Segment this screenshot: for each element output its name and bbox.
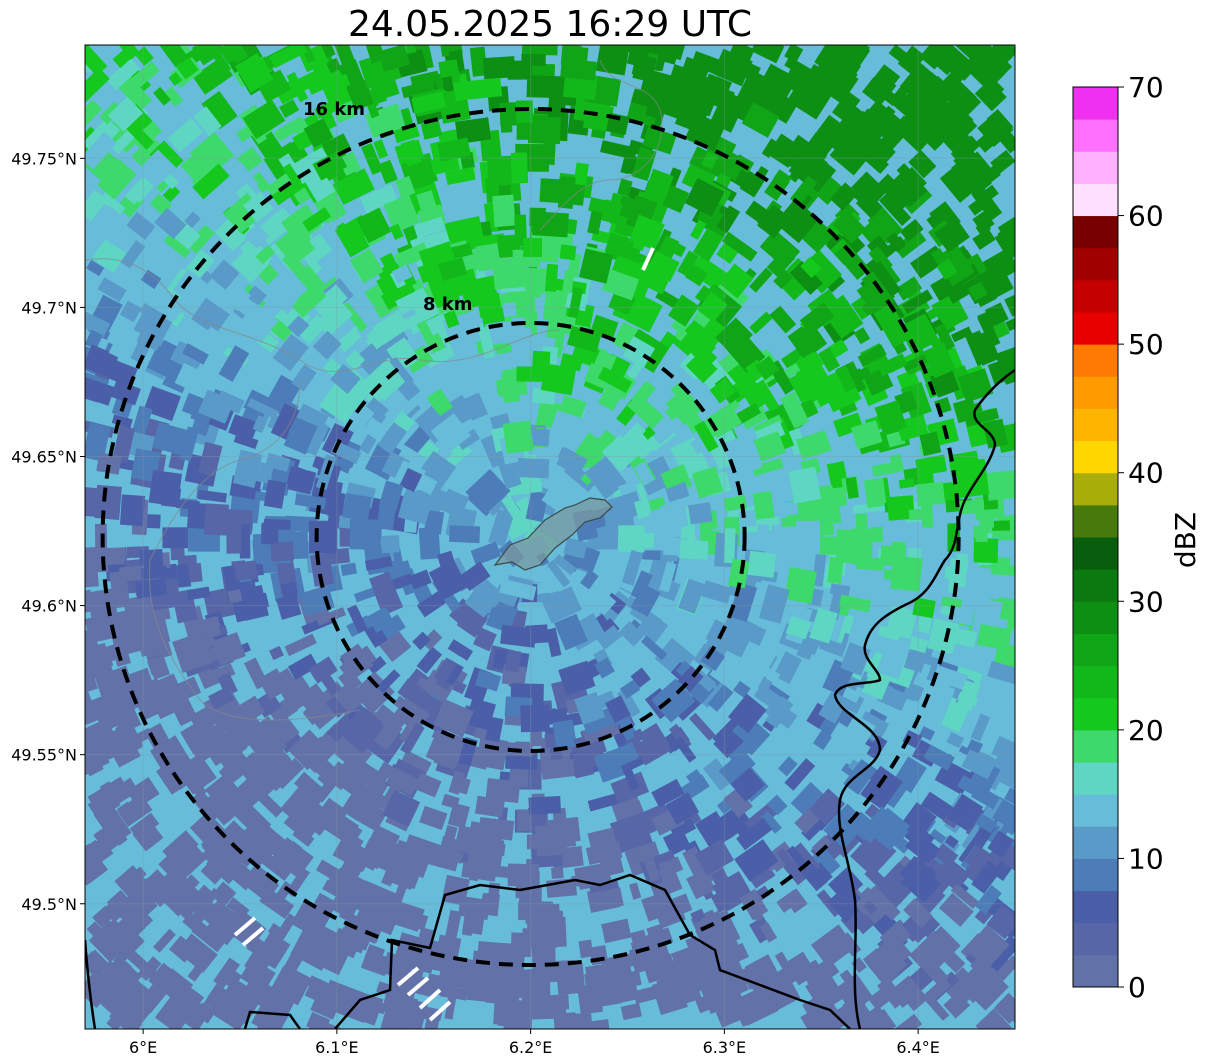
graticule: [85, 45, 1015, 1029]
colorbar-ticks: 0 10 20 30 40 50 60 70: [1118, 71, 1164, 1004]
x-axis-ticks: 6°E 6.1°E 6.2°E 6.3°E 6.4°E: [129, 1029, 940, 1057]
y-tick-label-2: 49.6°N: [21, 597, 77, 616]
colorbar-tick-label-2: 20: [1128, 714, 1164, 747]
city-area-outline: [493, 497, 613, 571]
colorbar-swatch-11: [1073, 601, 1118, 634]
y-tick-label-0: 49.5°N: [21, 895, 77, 914]
colorbar: [1072, 86, 1119, 988]
colorbar-swatch-15: [1073, 472, 1118, 506]
colorbar-frame: [1072, 86, 1119, 988]
colorbar-swatch-7: [1073, 729, 1118, 763]
x-tick-label-2: 6.2°E: [509, 1038, 553, 1057]
colorbar-swatch-18: [1073, 376, 1118, 409]
colorbar-tick-label-6: 60: [1128, 200, 1164, 233]
colorbar-swatch-17: [1073, 408, 1118, 442]
range-rings: [100, 107, 961, 967]
colorbar-swatch-24: [1073, 183, 1118, 217]
y-tick-label-4: 49.7°N: [21, 298, 77, 317]
radar-map-area[interactable]: [67, 29, 1030, 1047]
colorbar-swatch-2: [1073, 890, 1118, 924]
colorbar-swatch-6: [1073, 762, 1118, 795]
colorbar-label: dBZ: [1169, 512, 1202, 568]
y-tick-label-3: 49.65°N: [11, 447, 77, 466]
y-axis-ticks: 49.5°N 49.55°N 49.6°N 49.65°N 49.7°N 49.75°N: [11, 149, 85, 914]
colorbar-tick-label-7: 70: [1128, 71, 1164, 104]
radar-artifacts: [233, 247, 655, 1022]
ring-label-8km: 8 km: [423, 294, 473, 315]
colorbar-swatch-12: [1073, 569, 1118, 602]
map-frame: [84, 44, 1016, 1030]
colorbar-tick-label-0: 0: [1128, 971, 1146, 1004]
colorbar-swatch-21: [1073, 279, 1118, 313]
colorbar-swatch-14: [1073, 504, 1118, 538]
colorbar-tick-label-1: 10: [1128, 842, 1164, 875]
colorbar-swatch-1: [1073, 922, 1118, 956]
colorbar-tick-label-4: 40: [1128, 457, 1164, 490]
colorbar-swatch-19: [1073, 344, 1118, 377]
colorbar-swatch-25: [1073, 151, 1118, 184]
x-tick-label-1: 6.1°E: [315, 1038, 359, 1057]
colorbar-swatch-3: [1073, 858, 1118, 892]
colorbar-swatch-8: [1073, 697, 1118, 731]
colorbar-swatch-0: [1073, 954, 1118, 988]
ring-label-16km: 16 km: [303, 99, 365, 120]
x-tick-label-0: 6°E: [129, 1038, 157, 1057]
colorbar-swatch-13: [1073, 537, 1118, 570]
y-tick-label-1: 49.55°N: [11, 746, 77, 765]
colorbar-swatch-22: [1073, 247, 1118, 281]
colorbar-swatch-16: [1073, 440, 1118, 474]
colorbar-swatch-23: [1073, 215, 1118, 249]
colorbar-swatch-26: [1073, 119, 1118, 152]
x-tick-label-3: 6.3°E: [703, 1038, 747, 1057]
colorbar-swatch-20: [1073, 312, 1118, 345]
chart-title: 24.05.2025 16:29 UTC: [347, 4, 753, 45]
colorbar-swatch-27: [1073, 87, 1118, 120]
y-tick-label-5: 49.75°N: [11, 149, 77, 168]
colorbar-tick-label-3: 30: [1128, 585, 1164, 618]
colorbar-swatch-10: [1073, 633, 1118, 667]
colorbar-swatch-4: [1073, 826, 1118, 859]
colorbar-swatch-9: [1073, 665, 1118, 699]
colorbar-tick-label-5: 50: [1128, 328, 1164, 361]
colorbar-swatch-5: [1073, 794, 1118, 827]
x-tick-label-4: 6.4°E: [896, 1038, 940, 1057]
